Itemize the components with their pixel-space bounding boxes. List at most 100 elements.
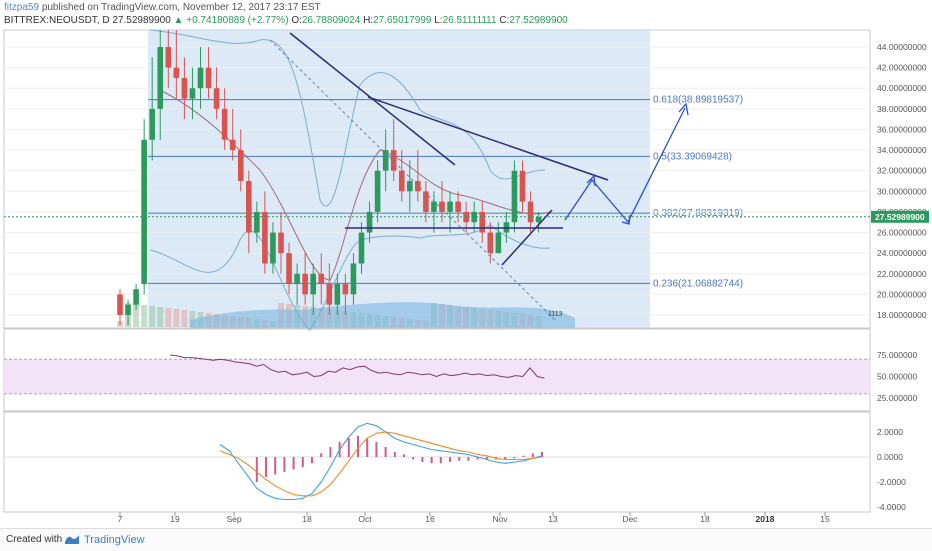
volume-bar (165, 308, 172, 327)
candle-body (334, 284, 341, 305)
tradingview-logo-icon[interactable] (64, 532, 80, 546)
candle-body (455, 201, 461, 212)
time-tick-label: 2018 (756, 514, 775, 524)
tradingview-brand[interactable]: TradingView (84, 534, 145, 546)
high-label: H: (363, 15, 374, 26)
macd-histogram-bar (513, 457, 516, 459)
arrow-head-down (621, 214, 631, 225)
candle-body (302, 273, 308, 295)
candle-body (350, 263, 357, 295)
price-tick-label: 40.00000000 (877, 83, 927, 93)
candle-body (125, 304, 131, 315)
fib-retracement[interactable]: 0.618(38.89819537) 0.5(33.39069428) 0.382(… (148, 30, 743, 328)
candle-body (141, 139, 147, 285)
candle-body (487, 232, 494, 254)
time-tick-label: 18 (302, 514, 312, 524)
drawing-tools[interactable] (269, 32, 689, 321)
price-tick-label: 32.00000000 (877, 166, 927, 176)
low-label: L: (434, 15, 443, 26)
candle-body (237, 150, 244, 181)
candle-body (431, 201, 437, 212)
macd-histogram-bar (292, 457, 295, 470)
volume-bar (141, 305, 148, 327)
macd-pane[interactable] (3, 411, 871, 513)
candle-body (117, 294, 123, 315)
price-tick-label: 44.00000000 (877, 42, 927, 52)
price-tick-label: 34.00000000 (877, 145, 927, 155)
macd-histogram-bar (504, 457, 507, 460)
time-axis[interactable]: 7 19 Sep 18 Oct 16 Nov 13 Dec 18 2018 15 (118, 512, 830, 524)
fib-label: 0.5(33.39069428) (653, 151, 732, 162)
rsi-indicator: 75.000000 50.000000 25.000000 (4, 350, 917, 403)
candle-body (213, 88, 220, 109)
macd-histogram-bar (366, 438, 369, 457)
candle-body (415, 181, 421, 192)
arrow-head-up (586, 174, 596, 187)
macd-histogram-bar (449, 457, 451, 462)
author-link[interactable]: fitzpa59 (4, 2, 40, 13)
candle-body (278, 232, 284, 254)
chart-canvas[interactable]: 0.618(38.89819537) 0.5(33.39069428) 0.382(… (0, 0, 932, 526)
candle-body (149, 108, 155, 140)
candle-body (262, 211, 268, 264)
macd-histogram-bar (458, 457, 461, 461)
symbol-label[interactable]: BITTREX:NEOUSDT, D (4, 15, 110, 26)
footer-bar: Created with TradingView (0, 528, 932, 551)
last-price-tag (871, 210, 929, 223)
macd-histogram-bar (531, 453, 534, 457)
price-tick-label: 42.00000000 (877, 63, 927, 73)
macd-tick-label: 2.0000 (877, 427, 903, 437)
volume-bar (133, 304, 140, 327)
candle-body (527, 201, 534, 223)
volume-bar (189, 311, 196, 327)
macd-histogram-bar (541, 452, 543, 457)
price-axis[interactable]: 18.00000000 20.00000000 22.00000000 24.0000… (4, 42, 929, 320)
candle-body (326, 284, 333, 305)
time-tick-label: 19 (170, 514, 180, 524)
macd-histogram-bar (347, 438, 350, 457)
fib-label: 0.618(38.89819537) (653, 95, 743, 106)
macd-histogram-bar (393, 452, 396, 457)
price-tick-label: 24.00000000 (877, 248, 927, 258)
chart-header: fitzpa59 published on TradingView.com, N… (4, 0, 924, 28)
time-tick-label: Nov (492, 514, 508, 524)
rsi-tick-label: 50.000000 (877, 372, 917, 382)
candle-body (342, 284, 349, 295)
candle-body (270, 232, 276, 264)
volume-bars (117, 302, 575, 328)
candle-body (294, 273, 300, 285)
created-with-text: Created with (6, 534, 63, 545)
time-tick-label: 15 (820, 514, 830, 524)
time-tick-label: 13 (548, 514, 558, 524)
candle-body (286, 253, 292, 285)
macd-histogram-bar (439, 457, 442, 464)
time-tick-label: 18 (700, 514, 710, 524)
price-tick-label: 22.00000000 (877, 269, 927, 279)
candle-body (439, 201, 445, 212)
macd-tick-label: 0.0000 (877, 452, 903, 462)
price-tick-label: 30.00000000 (877, 186, 927, 196)
candle-body (133, 289, 139, 305)
candle-body (189, 88, 196, 99)
candle-body (221, 108, 228, 140)
last-price: 27.52989900 (112, 15, 171, 26)
candle-body (479, 211, 486, 233)
candle-body (463, 211, 469, 223)
rsi-line (169, 354, 545, 379)
macd-histogram-bar (522, 455, 525, 457)
candle-body (229, 139, 236, 151)
macd-histogram-bar (265, 457, 267, 477)
high-value: 27.65017999 (373, 15, 432, 26)
macd-indicator: 2.0000 0.0000 -2.0000 -4.0000 (4, 422, 906, 512)
candle-body (447, 201, 453, 212)
macd-histogram-bar (329, 447, 332, 457)
candle-body (205, 67, 212, 89)
candle-body (495, 232, 502, 254)
time-tick-label: 16 (425, 514, 435, 524)
macd-histogram-bar (357, 435, 359, 457)
candle-body (310, 273, 316, 295)
trendline-descending-2 (367, 96, 609, 181)
macd-histogram-bar (311, 457, 313, 464)
projection-arrow-path (564, 107, 686, 224)
macd-histogram-bar (421, 457, 424, 462)
